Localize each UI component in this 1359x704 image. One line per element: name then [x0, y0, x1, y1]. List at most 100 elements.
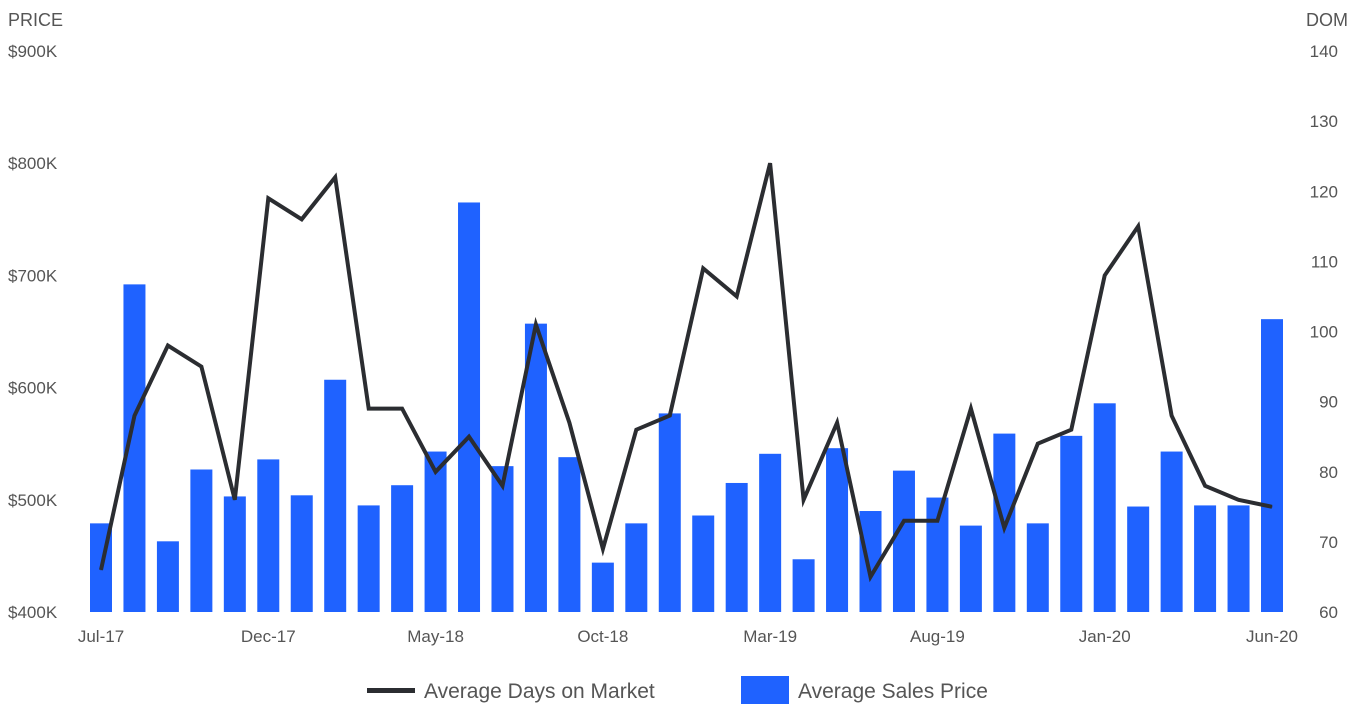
price-bar [223, 496, 246, 612]
x-tick-label: Jan-20 [1079, 627, 1131, 646]
dom-point [1238, 499, 1240, 501]
dom-point [669, 415, 671, 417]
x-axis-ticks: Jul-17 Dec-17 May-18 Oct-18 Mar-19 Aug-19 Jan-… [78, 627, 1298, 646]
dom-point [936, 520, 938, 522]
left-tick-label: $400K [8, 603, 58, 622]
legend: Average Days on Market Average Sales Pric… [367, 676, 988, 704]
price-bar [859, 511, 882, 612]
dom-point [970, 408, 972, 410]
right-tick-label: 120 [1310, 182, 1338, 201]
price-bar [424, 451, 447, 612]
price-bar [558, 457, 581, 612]
dom-point [100, 569, 102, 571]
right-tick-label: 90 [1319, 393, 1338, 412]
dom-point [736, 295, 738, 297]
x-tick-label: Jun-20 [1246, 627, 1298, 646]
price-bar [658, 413, 681, 612]
dom-line [99, 162, 1273, 583]
dom-point [200, 366, 202, 368]
price-bar [458, 202, 481, 612]
dom-point [1037, 443, 1039, 445]
right-axis-title: DOM [1306, 10, 1348, 30]
price-bar [959, 525, 982, 612]
price-bar [826, 448, 849, 612]
dom-point [334, 176, 336, 178]
price-bar [257, 459, 280, 612]
dom-point [1271, 506, 1273, 508]
dom-point [1171, 415, 1173, 417]
left-tick-label: $700K [8, 266, 58, 285]
left-axis-ticks: $400K $500K $600K $700K $800K $900K [8, 42, 58, 622]
price-bar [625, 523, 648, 612]
left-tick-label: $600K [8, 379, 58, 398]
dom-point [401, 408, 403, 410]
price-bar [926, 497, 949, 612]
price-bar [1026, 523, 1049, 612]
price-bar [591, 562, 614, 612]
price-bar [1060, 435, 1083, 612]
dom-point [1003, 527, 1005, 529]
dom-point [301, 218, 303, 220]
legend-line-swatch [367, 688, 415, 693]
x-tick-label: Oct-18 [577, 627, 628, 646]
price-bar [1194, 505, 1217, 612]
left-tick-label: $800K [8, 154, 58, 173]
x-tick-label: Aug-19 [910, 627, 965, 646]
left-tick-label: $500K [8, 491, 58, 510]
right-tick-label: 100 [1310, 323, 1338, 342]
dom-point [836, 422, 838, 424]
dom-point [1070, 429, 1072, 431]
price-bar [1227, 505, 1250, 612]
dom-point [568, 422, 570, 424]
dom-point [1137, 225, 1139, 227]
dom-point [435, 471, 437, 473]
right-axis-ticks: 60 70 80 90 100 110 120 130 140 [1310, 42, 1338, 622]
x-tick-label: Jul-17 [78, 627, 124, 646]
dom-point [234, 499, 236, 501]
dom-point [368, 408, 370, 410]
right-tick-label: 140 [1310, 42, 1338, 61]
x-tick-label: Mar-19 [743, 627, 797, 646]
dom-point [133, 415, 135, 417]
line-series [99, 162, 1273, 583]
price-bar [1127, 506, 1150, 612]
price-bar [692, 515, 715, 612]
x-tick-label: Dec-17 [241, 627, 296, 646]
price-bar [892, 470, 915, 612]
price-bar [290, 495, 313, 612]
price-bar [1160, 451, 1183, 612]
dom-point [501, 485, 503, 487]
dom-point [803, 499, 805, 501]
price-bar [156, 541, 179, 612]
left-tick-label: $900K [8, 42, 58, 61]
dom-point [769, 162, 771, 164]
dom-point [635, 429, 637, 431]
dom-point [468, 436, 470, 438]
price-bar [324, 379, 347, 612]
price-bar [725, 482, 748, 612]
dom-point [602, 548, 604, 550]
right-tick-label: 130 [1310, 112, 1338, 131]
price-bar [759, 453, 782, 612]
price-bar [391, 485, 414, 612]
dom-point [702, 267, 704, 269]
price-bar [190, 469, 213, 612]
price-bar [1261, 319, 1283, 612]
dom-point [1104, 274, 1106, 276]
left-axis-title: PRICE [8, 10, 63, 30]
dom-point [1204, 485, 1206, 487]
dom-point [267, 197, 269, 199]
legend-label: Average Sales Price [798, 680, 988, 703]
legend-label: Average Days on Market [424, 680, 655, 703]
dom-point [903, 520, 905, 522]
price-bar [792, 559, 815, 612]
x-tick-label: May-18 [407, 627, 464, 646]
price-bar [1093, 403, 1116, 612]
right-tick-label: 110 [1311, 252, 1338, 271]
bar-series [90, 202, 1283, 612]
legend-bar-swatch [741, 676, 789, 704]
right-tick-label: 60 [1319, 603, 1338, 622]
price-bar [491, 466, 514, 612]
dom-point [535, 323, 537, 325]
